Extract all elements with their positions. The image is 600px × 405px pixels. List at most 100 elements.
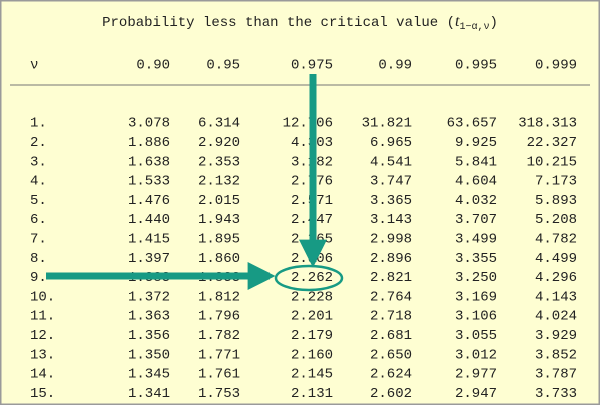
row-label: 8. (30, 251, 47, 267)
cell: 1.415 (128, 232, 170, 248)
row-label: 1. (30, 116, 47, 132)
cell: 4.604 (455, 174, 497, 190)
column-header: 0.90 (136, 58, 170, 74)
cell: 318.313 (518, 116, 577, 132)
cell: 2.602 (370, 386, 412, 402)
cell: 1.350 (128, 347, 170, 363)
title: Probability less than the critical value… (102, 13, 498, 33)
cell: 1.440 (128, 212, 170, 228)
cell: 1.886 (128, 135, 170, 151)
cell: 1.356 (128, 328, 170, 344)
cell: 1.753 (198, 386, 240, 402)
cell: 1.771 (198, 347, 240, 363)
row-label: 2. (30, 135, 47, 151)
cell: 1.943 (198, 212, 240, 228)
cell: 2.920 (198, 135, 240, 151)
cell: 4.499 (535, 251, 577, 267)
cell: 3.707 (455, 212, 497, 228)
title-subscript: 1−α,ν (459, 22, 489, 33)
row-label: 13. (30, 347, 55, 363)
row-label: 4. (30, 174, 47, 190)
table-body: ν 0.90 0.95 0.975 0.99 0.995 0.999 1. 3.078 6.314… (30, 58, 577, 402)
cell: 1.345 (128, 367, 170, 383)
row-label: 5. (30, 193, 47, 209)
cell: 1.363 (128, 309, 170, 325)
cell: 1.533 (128, 174, 170, 190)
cell: 2.624 (370, 367, 412, 383)
cell: 1.782 (198, 328, 240, 344)
cell: 2.201 (291, 309, 333, 325)
row-label: 6. (30, 212, 47, 228)
cell: 5.208 (535, 212, 577, 228)
cell: 6.314 (198, 116, 240, 132)
cell: 1.796 (198, 309, 240, 325)
cell: 4.032 (455, 193, 497, 209)
cell: 3.733 (535, 386, 577, 402)
cell: 1.341 (128, 386, 170, 402)
row-label: 15. (30, 386, 55, 402)
cell: 2.681 (370, 328, 412, 344)
title-symbol: t (455, 13, 460, 30)
cell: 2.228 (291, 289, 333, 305)
column-header: ν (30, 58, 38, 74)
cell: 1.638 (128, 154, 170, 170)
cell: 4.541 (370, 154, 412, 170)
cell: 2.896 (370, 251, 412, 267)
column-header: 0.995 (455, 58, 497, 74)
cell: 1.860 (198, 251, 240, 267)
title-text: Probability less than the critical value… (102, 15, 455, 31)
cell: 2.650 (370, 347, 412, 363)
cell: 3.355 (455, 251, 497, 267)
cell: 22.327 (527, 135, 577, 151)
cell: 6.965 (370, 135, 412, 151)
cell: 3.787 (535, 367, 577, 383)
cell: 3.929 (535, 328, 577, 344)
cell: 1.812 (198, 289, 240, 305)
column-header: 0.999 (535, 58, 577, 74)
cell: 2.131 (291, 386, 333, 402)
cell: 2.160 (291, 347, 333, 363)
column-header: 0.99 (378, 58, 412, 74)
cell: 4.782 (535, 232, 577, 248)
row-label: 14. (30, 367, 55, 383)
cell: 2.015 (198, 193, 240, 209)
cell: 3.365 (370, 193, 412, 209)
cell: 4.024 (535, 309, 577, 325)
row-label: 9. (30, 270, 47, 286)
column-header: 0.95 (206, 58, 240, 74)
row-label: 10. (30, 289, 55, 305)
cell: 3.499 (455, 232, 497, 248)
cell: 1.397 (128, 251, 170, 267)
cell: 1.372 (128, 289, 170, 305)
cell: 3.747 (370, 174, 412, 190)
row-label: 3. (30, 154, 47, 170)
cell: 12.706 (283, 116, 333, 132)
cell: 1.761 (198, 367, 240, 383)
cell: 5.893 (535, 193, 577, 209)
cell: 2.977 (455, 367, 497, 383)
cell: 3.106 (455, 309, 497, 325)
cell: 2.947 (455, 386, 497, 402)
annotation (46, 74, 344, 292)
cell: 7.173 (535, 174, 577, 190)
cell: 2.179 (291, 328, 333, 344)
cell: 2.821 (370, 270, 412, 286)
cell: 3.852 (535, 347, 577, 363)
cell: 2.145 (291, 367, 333, 383)
cell: 3.250 (455, 270, 497, 286)
cell: 4.296 (535, 270, 577, 286)
cell: 2.262 (291, 270, 333, 286)
cell: 3.143 (370, 212, 412, 228)
column-header: 0.975 (291, 58, 333, 74)
cell: 3.169 (455, 289, 497, 305)
cell: 2.353 (198, 154, 240, 170)
cell: 2.764 (370, 289, 412, 305)
cell: 2.718 (370, 309, 412, 325)
cell: 3.012 (455, 347, 497, 363)
cell: 2.998 (370, 232, 412, 248)
cell: 1.476 (128, 193, 170, 209)
cell: 4.143 (535, 289, 577, 305)
row-label: 7. (30, 232, 47, 248)
